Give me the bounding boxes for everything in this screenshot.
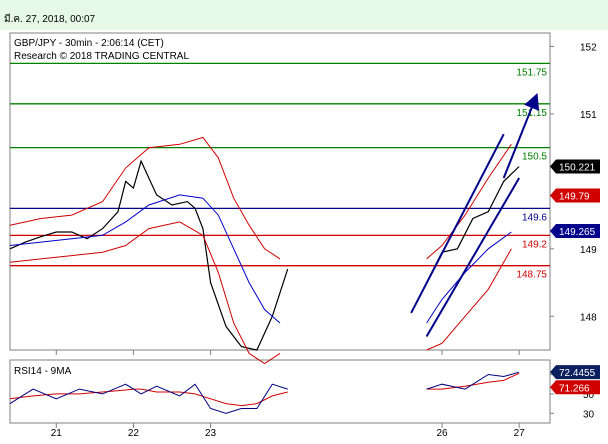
rsi-tag-bg-1 [550, 380, 600, 395]
x-tick-label-2: 23 [205, 428, 217, 439]
top-bar: มี.ค. 27, 2018, 00:07 [0, 0, 608, 30]
rsi-tick-label-2: 30 [583, 409, 595, 420]
level-label-5: 148.75 [516, 270, 547, 281]
price-tag-bg-1 [550, 188, 600, 203]
rsi-tick-label-1: 50 [583, 390, 595, 401]
price-tick-label-2: 149 [580, 245, 597, 256]
price-tag-bg-2 [550, 223, 600, 238]
datestamp: มี.ค. 27, 2018, 00:07 [4, 14, 96, 25]
projection-arrow [502, 93, 540, 179]
level-label-0: 151.75 [516, 67, 547, 78]
bollinger-lower-line [9, 221, 512, 365]
trend-channel-upper [410, 133, 505, 314]
research-credit: Research © 2018 TRADING CENTRAL [14, 51, 189, 62]
rsi-tag-label-1: 71.266 [559, 383, 590, 394]
price-tag-bg-0 [550, 159, 600, 174]
level-label-2: 150.5 [522, 152, 547, 163]
price-tick-label-1: 151 [580, 110, 597, 121]
level-label-3: 149.6 [522, 212, 547, 223]
x-tick-label-0: 21 [51, 428, 63, 439]
trend-channel-lower [425, 177, 521, 338]
rsi-label: RSI14 - 9MA [14, 366, 72, 377]
moving-average-line [9, 194, 512, 324]
x-tick-label-1: 22 [128, 428, 140, 439]
price-panel-frame [9, 32, 551, 351]
price-tick-label-0: 152 [580, 42, 597, 53]
bollinger-upper-line [9, 136, 512, 260]
rsi-tag-label-0: 72.4455 [559, 368, 596, 379]
price-tick-label-3: 148 [580, 312, 597, 323]
price-tag-label-1: 149.79 [559, 192, 590, 203]
rsi-line [9, 371, 520, 414]
instrument-title: GBP/JPY - 30min - 2:06:14 (CET) [14, 38, 164, 49]
x-tick-label-3: 26 [436, 428, 448, 439]
price-line [9, 159, 520, 351]
price-tag-label-0: 150.221 [559, 162, 596, 173]
level-label-1: 151.15 [516, 108, 547, 119]
level-label-4: 149.2 [522, 239, 547, 250]
rsi-tag-bg-0 [550, 365, 600, 380]
price-tag-label-2: 149.265 [559, 227, 596, 238]
rsi-signal-line [9, 372, 520, 407]
x-tick-label-4: 27 [514, 428, 526, 439]
